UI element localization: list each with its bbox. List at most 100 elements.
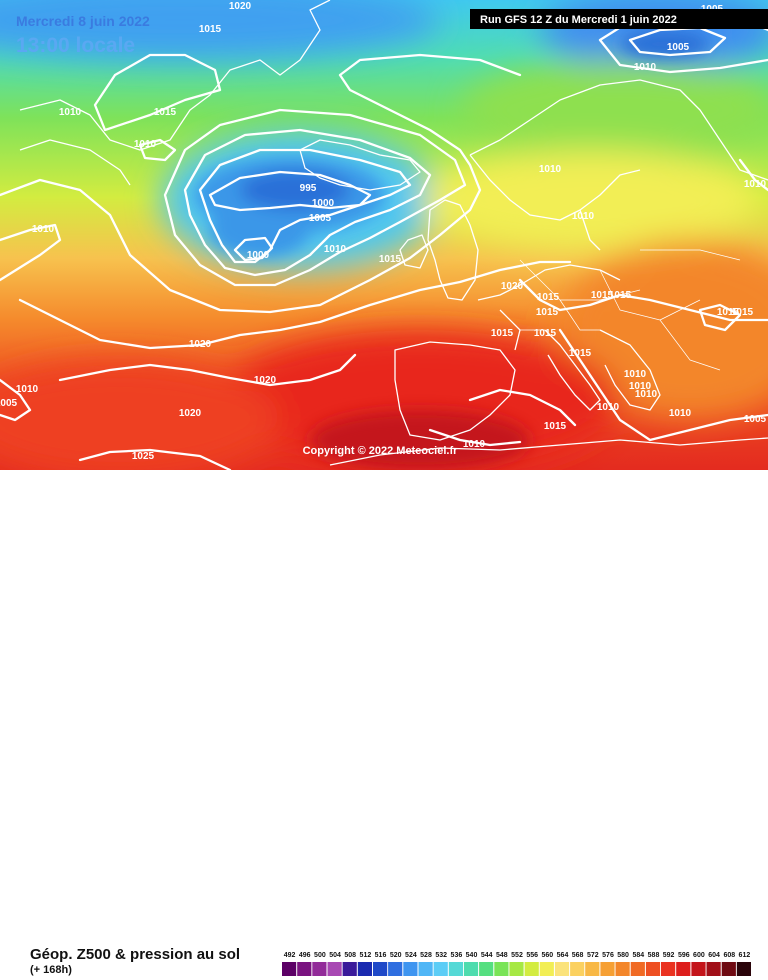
isobars bbox=[0, 8, 768, 470]
isobar-1010-east bbox=[558, 328, 768, 442]
isobar-1015-north bbox=[738, 158, 768, 192]
scale-swatch bbox=[706, 962, 721, 976]
scale-label: 556 bbox=[526, 952, 538, 959]
scale-swatch bbox=[297, 962, 312, 976]
scale-label: 520 bbox=[390, 952, 402, 959]
scale-label: 532 bbox=[435, 952, 447, 959]
isobar-1015-main bbox=[0, 53, 522, 314]
scale-swatch bbox=[357, 962, 372, 976]
scale-label: 604 bbox=[708, 952, 720, 959]
isobar-label: 1010 bbox=[634, 62, 657, 73]
run-label: Run GFS 12 Z du Mercredi 1 juin 2022 bbox=[480, 14, 677, 26]
legend-subtitle: (+ 168h) bbox=[30, 964, 72, 976]
isobar-label: 1015 bbox=[731, 307, 754, 318]
scale-label: 580 bbox=[617, 952, 629, 959]
scale-swatch bbox=[327, 962, 342, 976]
isobar-1010-far-west bbox=[0, 378, 32, 422]
greenland-inner bbox=[19, 139, 131, 186]
scale-swatch bbox=[463, 962, 479, 976]
borders bbox=[519, 249, 741, 371]
isobar-label: 1015 bbox=[199, 24, 222, 35]
isobar-1025 bbox=[78, 448, 232, 470]
isobar-1015-west bbox=[93, 53, 222, 132]
scale-label: 596 bbox=[678, 952, 690, 959]
scale-label: 536 bbox=[451, 952, 463, 959]
isobar-label: 1005 bbox=[309, 213, 332, 224]
greenland-coast bbox=[19, 0, 331, 151]
isobar-1015-east-edge bbox=[698, 303, 742, 332]
time-label: 13:00 locale bbox=[16, 34, 135, 57]
isobar-label: 1005 bbox=[744, 414, 767, 425]
coastlines bbox=[19, 0, 768, 466]
isobar-label: 1010 bbox=[635, 389, 658, 400]
isobar-label: 1020 bbox=[179, 408, 202, 419]
isobar-label: 1015 bbox=[591, 290, 614, 301]
scale-swatch bbox=[630, 962, 645, 976]
scale-label: 508 bbox=[344, 952, 356, 959]
copyright: Copyright © 2022 Meteociel.fr bbox=[303, 445, 459, 457]
isobar-label: 1015 bbox=[544, 421, 567, 432]
scale-swatch bbox=[661, 962, 676, 976]
scale-swatch bbox=[676, 962, 691, 976]
isobar-labels: 1015 1010 1015 1010 1010 995 1000 1005 1… bbox=[0, 1, 767, 462]
iceland bbox=[299, 139, 421, 191]
isobar-1020-b bbox=[58, 353, 357, 387]
scale-label: 496 bbox=[299, 952, 311, 959]
weather-map: 1015 1010 1015 1010 1010 995 1000 1005 1… bbox=[0, 0, 768, 470]
scale-label: 592 bbox=[663, 952, 675, 959]
isobar-label: 1010 bbox=[134, 139, 157, 150]
scale-swatch bbox=[373, 962, 388, 976]
isobar-label: 1010 bbox=[597, 402, 620, 413]
scale-label: 528 bbox=[420, 952, 432, 959]
isobar-label: 995 bbox=[300, 183, 317, 194]
scale-label: 564 bbox=[557, 952, 569, 959]
scale-label: 568 bbox=[572, 952, 584, 959]
scale-swatch bbox=[388, 962, 403, 976]
scale-label: 540 bbox=[466, 952, 478, 959]
isobar-label: 1015 bbox=[534, 328, 557, 339]
isobar-label: 1010 bbox=[59, 107, 82, 118]
isobar-label: 1015 bbox=[609, 290, 632, 301]
scale-swatch bbox=[524, 962, 539, 976]
isobar-label: 1010 bbox=[744, 179, 767, 190]
isobar-1005-ne bbox=[628, 26, 727, 57]
scale-swatch bbox=[585, 962, 600, 976]
isobar-label: 1005 bbox=[667, 42, 690, 53]
scale-swatch bbox=[448, 962, 463, 976]
isobar-1020 bbox=[0, 223, 572, 350]
scale-label: 612 bbox=[739, 952, 751, 959]
north-africa bbox=[329, 437, 768, 466]
isobar-label: 1010 bbox=[572, 211, 595, 222]
isobar-label: 1010 bbox=[669, 408, 692, 419]
isobar-label: 1020 bbox=[229, 1, 252, 12]
scale-swatch bbox=[721, 962, 736, 976]
scale-swatch bbox=[403, 962, 418, 976]
isobar-1015-east bbox=[518, 278, 768, 322]
scale-label: 548 bbox=[496, 952, 508, 959]
scale-swatch bbox=[509, 962, 524, 976]
isobar-label: 1010 bbox=[463, 439, 486, 450]
run-banner: Run GFS 12 Z du Mercredi 1 juin 2022 bbox=[470, 9, 768, 29]
isobar-label: 1010 bbox=[16, 384, 39, 395]
isobar-label: 1020 bbox=[189, 339, 212, 350]
isobar-1010 bbox=[163, 108, 467, 287]
isobar-label: 1020 bbox=[254, 375, 277, 386]
isobar-label: 1015 bbox=[537, 292, 560, 303]
scale-label: 600 bbox=[693, 952, 705, 959]
scale-label: 560 bbox=[541, 952, 553, 959]
isobar-1015-spain bbox=[468, 388, 577, 427]
iberia bbox=[394, 341, 516, 441]
scale-label: 492 bbox=[284, 952, 296, 959]
scale-label: 588 bbox=[648, 952, 660, 959]
isobar-label: 1010 bbox=[539, 164, 562, 175]
scale-label: 572 bbox=[587, 952, 599, 959]
legend-title: Géop. Z500 & pression au sol bbox=[30, 946, 241, 963]
isobar-label: 1000 bbox=[247, 250, 270, 261]
isobar-label: 1015 bbox=[717, 307, 740, 318]
isobar-label: 1005 bbox=[0, 398, 18, 409]
isobar-1010-spain bbox=[428, 428, 522, 447]
color-scale: 492 496 500 504 508 512 516 520 524 528 532 536 540 5… bbox=[282, 952, 751, 976]
scale-swatch bbox=[554, 962, 570, 976]
isobar-label: 1010 bbox=[629, 381, 652, 392]
isobar-label: 1010 bbox=[624, 369, 647, 380]
